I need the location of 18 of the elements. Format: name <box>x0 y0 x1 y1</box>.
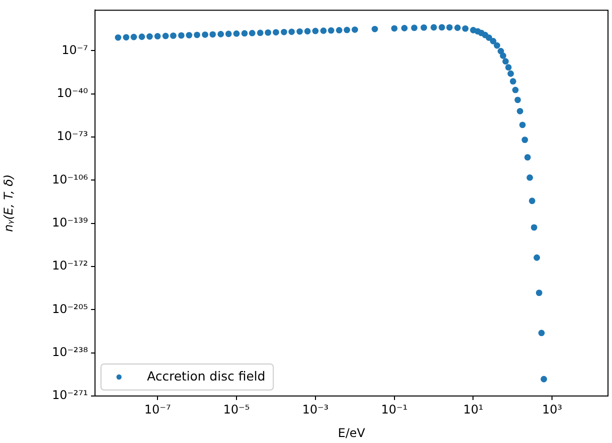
y-tick-label: 10⁻¹³⁹ <box>52 215 88 230</box>
x-tick-label: 10⁻⁷ <box>144 402 171 416</box>
legend-label: Accretion disc field <box>147 368 266 384</box>
y-tick-label: 10⁻¹⁰⁶ <box>52 172 88 186</box>
x-tick-label: 10¹ <box>463 402 484 416</box>
y-tick-label: 10⁻²⁷¹ <box>52 388 88 402</box>
x-tick-label: 10⁻³ <box>302 402 329 416</box>
y-axis-title: nᵧ(E, T, δ) <box>1 174 16 232</box>
y-tick-label: 10⁻⁷³ <box>56 129 88 144</box>
x-tick-label: 10⁻¹ <box>381 402 408 416</box>
x-axis-title: E/eV <box>338 426 366 440</box>
y-tick-label: 10⁻²³⁸ <box>52 344 88 359</box>
y-tick-label: 10⁻⁷ <box>62 42 88 57</box>
y-tick-label: 10⁻¹⁷² <box>52 258 88 273</box>
x-tick-label: 10⁻⁵ <box>223 402 250 416</box>
y-tick-label: 10⁻²⁰⁵ <box>52 302 88 316</box>
y-tick-label: 10⁻⁴⁰ <box>56 86 88 100</box>
x-tick-label: 10³ <box>542 402 562 416</box>
